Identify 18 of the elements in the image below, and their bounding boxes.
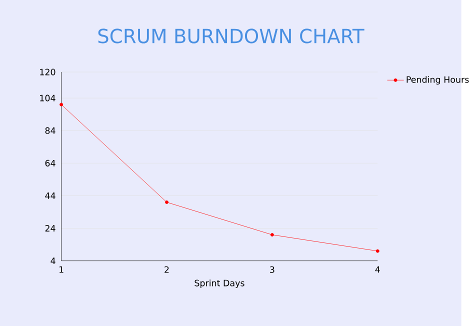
point — [60, 102, 64, 106]
y-tick-label: 24 — [45, 225, 56, 232]
x-axis-title: Sprint Days — [194, 280, 244, 288]
x-tick-label: 4 — [375, 266, 380, 273]
y-tick-label: 84 — [45, 127, 56, 134]
point — [165, 200, 168, 204]
x-tick-label: 2 — [164, 266, 169, 273]
x-tick-label: 1 — [60, 266, 64, 273]
y-tick-label: 104 — [40, 94, 56, 102]
y-tick-label: 4 — [50, 258, 56, 264]
y-tick-label: 120 — [40, 68, 56, 76]
point — [376, 249, 380, 253]
x-tick-label: 3 — [270, 266, 274, 273]
y-tick-label: 44 — [45, 192, 56, 199]
y-tick-label: 64 — [45, 160, 56, 166]
legend-label: Pending Hours — [406, 76, 469, 85]
point — [270, 233, 274, 237]
chart-title: SCRUM BURNDOWN CHART — [98, 28, 364, 44]
